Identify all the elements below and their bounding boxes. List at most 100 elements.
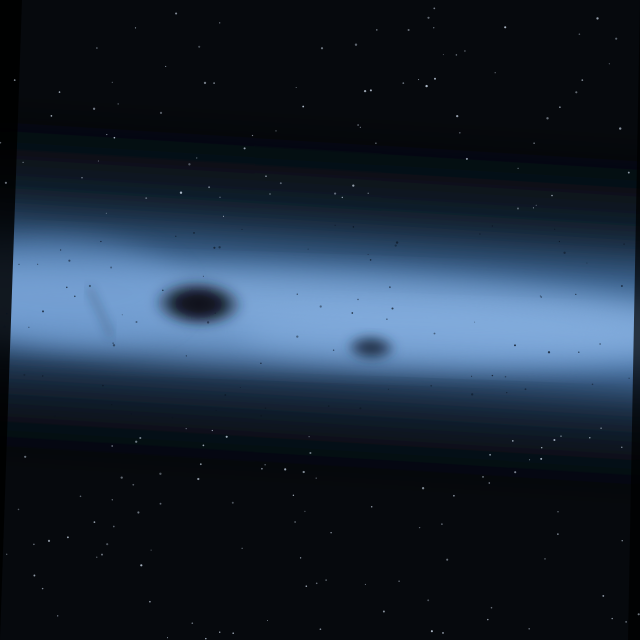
speckle [532, 207, 534, 209]
speckle [3, 325, 6, 328]
speckle [110, 266, 113, 269]
speckle [332, 349, 335, 351]
speckle [528, 628, 530, 630]
speckle [357, 124, 359, 126]
speckle [219, 631, 221, 633]
speckle [175, 235, 177, 237]
speckle [13, 79, 16, 81]
speckle [68, 259, 71, 262]
speckle [145, 197, 148, 199]
speckle [418, 79, 420, 81]
speckle [387, 388, 389, 390]
speckle [620, 284, 623, 288]
speckle [471, 393, 474, 396]
speckle [575, 91, 578, 94]
speckle [474, 321, 476, 323]
speckle [489, 453, 492, 456]
speckle [302, 470, 305, 474]
speckle [185, 427, 187, 430]
speckle [586, 262, 588, 264]
speckle [427, 599, 430, 602]
speckle [231, 501, 234, 504]
speckle [269, 193, 271, 195]
speckle [560, 435, 562, 437]
speckle [111, 499, 113, 501]
speckle [367, 192, 369, 194]
speckle [179, 191, 183, 194]
speckle [352, 184, 355, 187]
speckle [563, 251, 566, 254]
speckle [197, 477, 200, 481]
speckle [471, 375, 473, 377]
speckle [621, 540, 623, 542]
speckle [213, 82, 215, 84]
speckle [357, 298, 359, 301]
speckle [453, 494, 455, 497]
speckle [93, 521, 96, 523]
speckle [166, 637, 169, 639]
speckle [260, 414, 263, 417]
speckle [514, 471, 517, 474]
speckle [370, 505, 373, 508]
speckle [433, 27, 435, 29]
speckle-noise [0, 7, 640, 640]
speckle [117, 103, 120, 105]
speckle [491, 374, 494, 377]
speckle [74, 295, 76, 298]
speckle [294, 521, 296, 523]
speckle [575, 293, 577, 295]
speckle [96, 47, 98, 49]
speckle [315, 582, 318, 585]
speckle [407, 28, 410, 32]
speckle [261, 467, 263, 470]
speckle [637, 613, 640, 616]
speckle [627, 171, 630, 174]
speckle [159, 111, 163, 115]
speckle [559, 106, 561, 108]
speckle [434, 77, 436, 80]
speckle [319, 628, 322, 631]
speckle [482, 476, 484, 478]
speckle [66, 286, 68, 289]
speckle [611, 617, 613, 620]
speckle [369, 259, 372, 261]
speckle [330, 531, 332, 534]
speckle [100, 240, 102, 243]
speckle [159, 472, 162, 475]
speckle [389, 286, 391, 289]
speckle [214, 312, 216, 314]
speckle [18, 263, 20, 265]
frame-corner-right [628, 0, 640, 640]
speckle [111, 81, 113, 83]
speckle [139, 436, 142, 440]
speckle [442, 54, 444, 56]
speckle [517, 167, 519, 170]
speckle [504, 26, 507, 29]
speckle [304, 510, 306, 513]
speckle [121, 314, 123, 316]
speckle [102, 384, 104, 387]
speckle [506, 391, 508, 394]
speckle [529, 459, 531, 461]
speckle [96, 556, 98, 558]
speckle [553, 438, 556, 442]
speckle [265, 175, 267, 177]
speckle [222, 215, 225, 217]
speckle [185, 355, 187, 357]
speckle [4, 181, 7, 184]
speckle [112, 525, 115, 528]
speckle [427, 16, 430, 19]
speckle [418, 526, 421, 529]
speckle [22, 161, 24, 164]
speckle [442, 631, 444, 634]
speckle [628, 377, 630, 379]
speckle [112, 344, 116, 347]
speckle [159, 502, 162, 505]
speckle [120, 476, 123, 479]
speckle [130, 413, 133, 415]
speckle [137, 511, 140, 514]
speckle [208, 186, 211, 189]
speckle [320, 47, 324, 50]
speckle [215, 409, 217, 411]
speckle [315, 477, 317, 479]
